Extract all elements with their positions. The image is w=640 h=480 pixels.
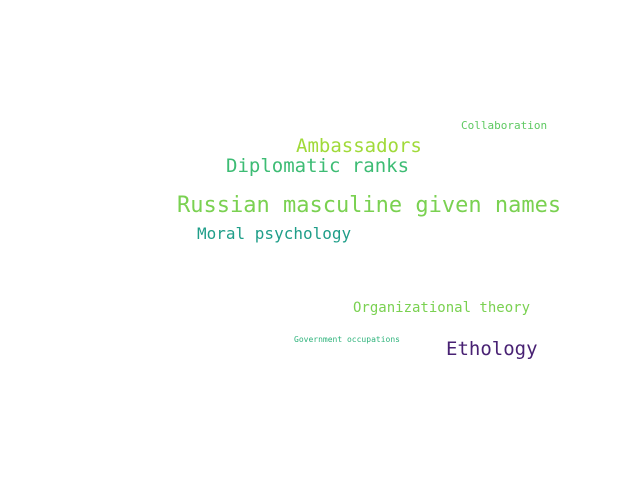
word-organizational-theory: Organizational theory [353,300,531,316]
word-moral-psychology: Moral psychology [197,224,352,243]
word-collaboration: Collaboration [461,119,548,132]
word-diplomatic-ranks: Diplomatic ranks [226,155,410,177]
word-russian-masculine-given-names: Russian masculine given names [177,193,562,218]
word-ambassadors: Ambassadors [296,135,422,157]
word-government-occupations: Government occupations [294,335,400,344]
word-ethology: Ethology [446,338,538,360]
